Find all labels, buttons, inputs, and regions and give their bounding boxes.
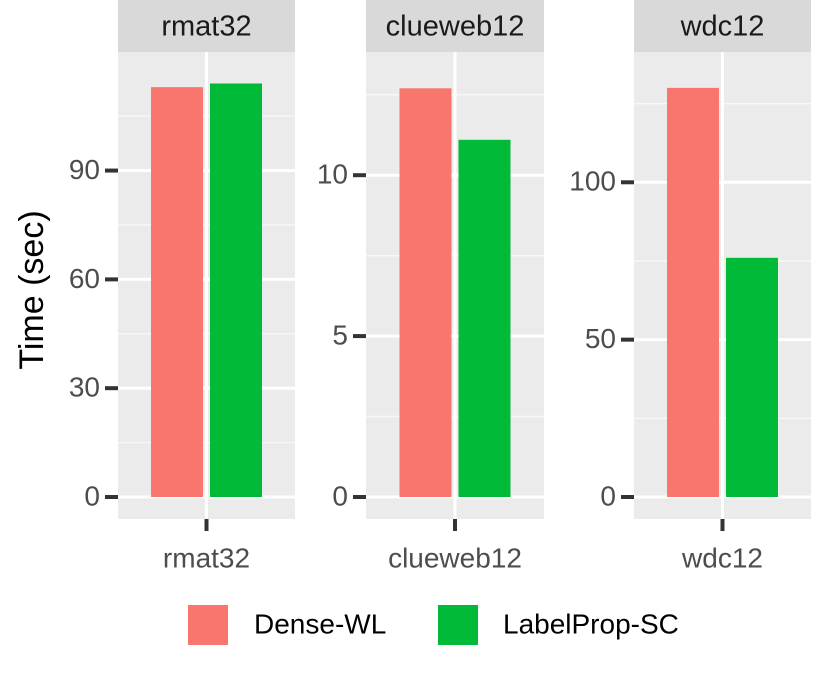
strip-clueweb12	[366, 0, 544, 52]
bar-rmat32-labelprop-sc	[210, 83, 262, 497]
y-tick-label: 5	[332, 319, 348, 350]
strip-rmat32	[118, 0, 295, 52]
y-tick-label: 60	[69, 263, 100, 294]
x-tick-label-wdc12: wdc12	[681, 542, 763, 573]
y-axis-title: Time (sec)	[13, 210, 51, 369]
legend: Dense-WL LabelProp-SC	[188, 605, 679, 645]
y-tick-label: 0	[600, 480, 616, 511]
bar-rmat32-dense-wl	[151, 87, 203, 497]
bar-wdc12-dense-wl	[667, 87, 719, 497]
y-tick-label: 0	[84, 480, 100, 511]
strip-label-rmat32: rmat32	[161, 11, 251, 43]
y-tick-label: 0	[332, 480, 348, 511]
legend-key-labelprop-sc	[438, 605, 478, 645]
legend-label-dense-wl: Dense-WL	[254, 608, 386, 639]
panel-rmat32: rmat32 0 30 60 90 rmat32	[69, 0, 295, 573]
strip-wdc12	[634, 0, 811, 52]
bar-clueweb12-dense-wl	[399, 88, 452, 497]
legend-label-labelprop-sc: LabelProp-SC	[503, 608, 679, 639]
panel-wdc12: wdc12 0 50 100 wdc12	[569, 0, 811, 573]
y-tick-label: 50	[585, 323, 616, 354]
legend-key-dense-wl	[188, 605, 228, 645]
strip-label-clueweb12: clueweb12	[386, 11, 525, 43]
y-tick-label: 10	[317, 159, 348, 190]
strip-label-wdc12: wdc12	[680, 11, 765, 43]
y-tick-label: 100	[569, 166, 616, 197]
panel-clueweb12: clueweb12 0 5 10 clueweb12	[317, 0, 544, 573]
bar-wdc12-labelprop-sc	[726, 257, 778, 497]
x-tick-label-rmat32: rmat32	[163, 542, 250, 573]
bar-clueweb12-labelprop-sc	[458, 139, 511, 497]
x-tick-label-clueweb12: clueweb12	[388, 542, 522, 573]
y-tick-label: 90	[69, 154, 100, 185]
y-tick-label: 30	[69, 372, 100, 403]
